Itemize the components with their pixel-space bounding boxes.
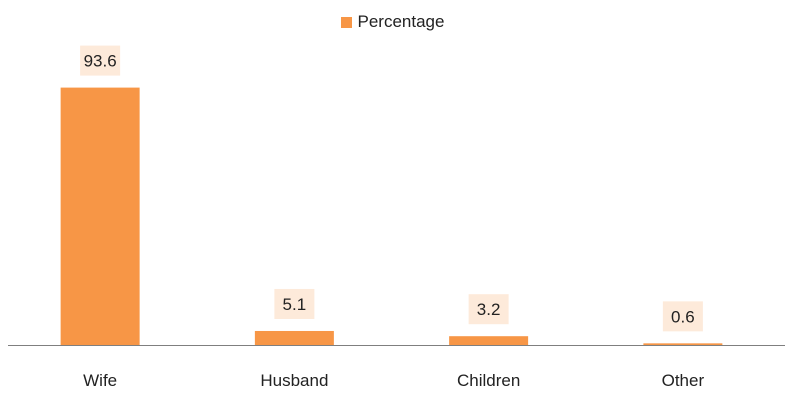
- x-tick-label-husband: Husband: [260, 371, 328, 390]
- data-label-wife: 93.6: [84, 52, 117, 71]
- x-tick-label-other: Other: [662, 371, 705, 390]
- x-tick-label-wife: Wife: [83, 371, 117, 390]
- bar-wife: [60, 87, 140, 345]
- data-labels-group: 93.6 5.1 3.2 0.6: [80, 45, 703, 332]
- bar-children: [449, 336, 529, 345]
- data-label-bg-husband: [274, 288, 315, 319]
- data-label-husband: 5.1: [283, 295, 307, 314]
- data-label-bg-children: [468, 294, 509, 325]
- bar-other: [643, 343, 723, 345]
- data-label-bg-wife: [80, 45, 121, 76]
- data-label-bg-other: [662, 301, 703, 332]
- bar-husband: [254, 330, 334, 345]
- data-label-other: 0.6: [671, 307, 695, 326]
- x-tick-label-children: Children: [457, 371, 520, 390]
- legend-swatch: [340, 16, 352, 28]
- legend: Percentage: [0, 12, 785, 32]
- x-tick-labels-group: Wife Husband Children Other: [83, 371, 704, 390]
- bars-group: [60, 87, 723, 345]
- legend-label: Percentage: [357, 12, 445, 31]
- data-label-children: 3.2: [477, 300, 501, 319]
